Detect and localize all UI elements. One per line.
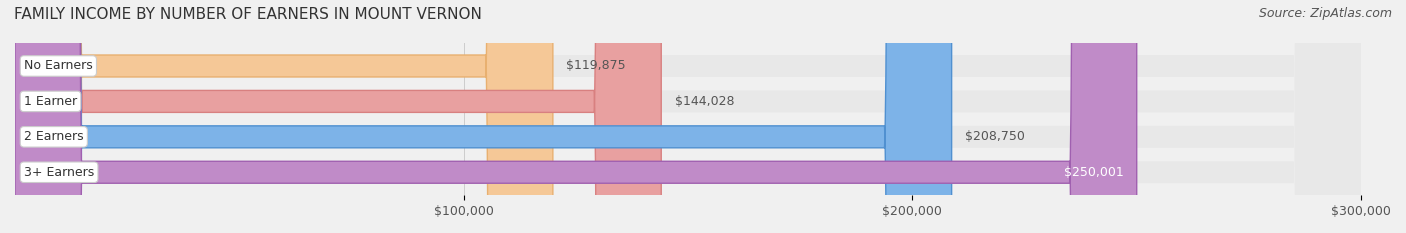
Text: No Earners: No Earners: [24, 59, 93, 72]
FancyBboxPatch shape: [15, 0, 1361, 233]
Text: $250,001: $250,001: [1063, 166, 1123, 179]
FancyBboxPatch shape: [15, 0, 1361, 233]
FancyBboxPatch shape: [15, 0, 661, 233]
Text: Source: ZipAtlas.com: Source: ZipAtlas.com: [1258, 7, 1392, 20]
Text: 2 Earners: 2 Earners: [24, 130, 83, 143]
Text: 1 Earner: 1 Earner: [24, 95, 77, 108]
Text: $119,875: $119,875: [567, 59, 626, 72]
FancyBboxPatch shape: [15, 0, 952, 233]
Text: $208,750: $208,750: [965, 130, 1025, 143]
FancyBboxPatch shape: [15, 0, 1136, 233]
Text: $144,028: $144,028: [675, 95, 734, 108]
FancyBboxPatch shape: [15, 0, 1361, 233]
FancyBboxPatch shape: [15, 0, 553, 233]
FancyBboxPatch shape: [15, 0, 1361, 233]
Text: 3+ Earners: 3+ Earners: [24, 166, 94, 179]
Text: FAMILY INCOME BY NUMBER OF EARNERS IN MOUNT VERNON: FAMILY INCOME BY NUMBER OF EARNERS IN MO…: [14, 7, 482, 22]
